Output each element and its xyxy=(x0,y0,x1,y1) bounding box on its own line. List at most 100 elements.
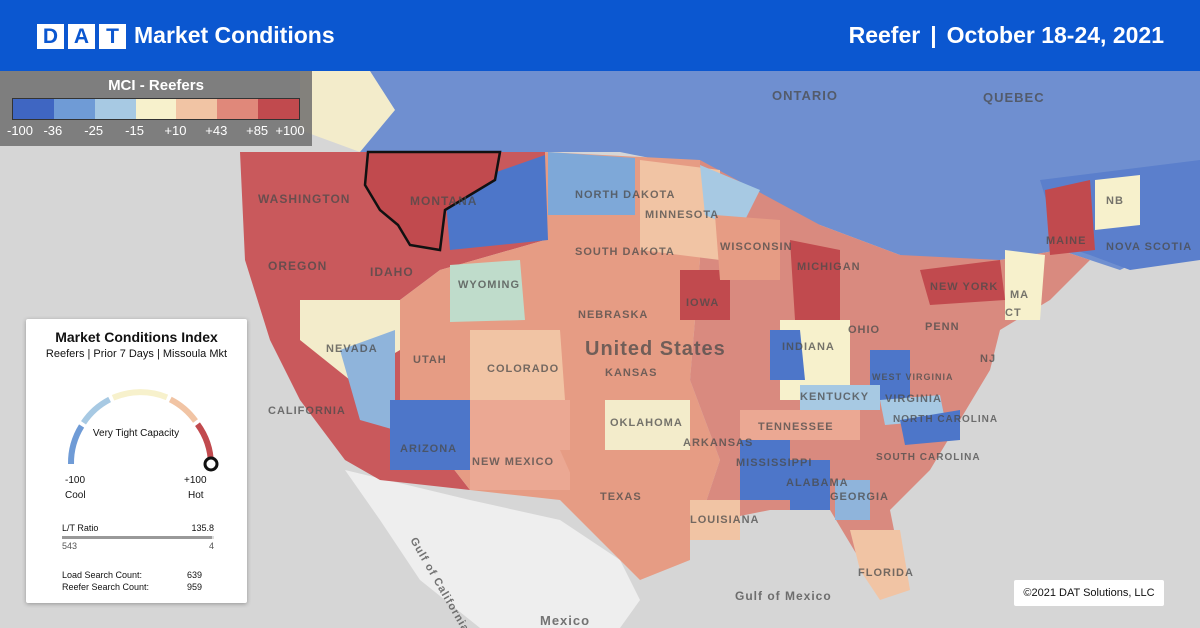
label-utah: UTAH xyxy=(413,354,447,366)
tennessee-market xyxy=(740,410,860,440)
legend-tick: -15 xyxy=(125,123,144,138)
north-carolina-market xyxy=(900,410,960,445)
label-new-york: NEW YORK xyxy=(930,281,998,293)
new-england-market xyxy=(1005,250,1045,320)
wisconsin-market xyxy=(715,215,780,280)
legend-tick: +43 xyxy=(205,123,228,138)
label-mexico: Mexico xyxy=(540,613,590,628)
arizona-market xyxy=(390,400,470,470)
lt-ratio-row: L/T Ratio 135.8 xyxy=(62,523,214,533)
label-iowa: IOWA xyxy=(686,297,719,309)
label-new-mexico: NEW MEXICO xyxy=(472,456,554,468)
label-penn: PENN xyxy=(925,321,960,333)
label-wisconsin: WISCONSIN xyxy=(720,241,793,253)
montana-east-market xyxy=(445,155,548,250)
gauge-min-label: Cool xyxy=(65,490,86,501)
texas-market xyxy=(560,450,690,580)
label-nebraska: NEBRASKA xyxy=(578,309,648,321)
label-mississippi: MISSISSIPPI xyxy=(736,457,812,469)
logo-letter-d: D xyxy=(37,24,64,49)
logo-letter-t: T xyxy=(99,24,126,49)
lt-ratio-bar-fill xyxy=(62,536,213,539)
label-nj: NJ xyxy=(980,353,996,365)
legend-tick: +10 xyxy=(164,123,187,138)
indiana-market xyxy=(770,330,805,380)
load-search-label: Load Search Count: xyxy=(62,570,143,580)
label-kansas: KANSAS xyxy=(605,367,657,379)
gauge-arc-cool xyxy=(67,424,85,465)
label-georgia: GEORGIA xyxy=(830,491,889,503)
missoula-market-highlight[interactable] xyxy=(363,150,502,252)
reefer-search-label: Reefer Search Count: xyxy=(62,582,150,592)
mississippi-market xyxy=(740,440,790,500)
reefer-search-row: Reefer Search Count: 959 xyxy=(62,582,214,592)
date-range: October 18-24, 2021 xyxy=(946,22,1164,48)
nevada-south-market xyxy=(340,330,395,430)
label-west-virginia: WEST VIRGINIA xyxy=(872,372,954,382)
dat-logo: D A T xyxy=(37,24,130,49)
wyoming-market xyxy=(450,260,525,322)
equipment-type: Reefer xyxy=(848,22,921,48)
label-texas: TEXAS xyxy=(600,491,642,503)
maine-market xyxy=(1045,180,1095,255)
label-tennessee: TENNESSEE xyxy=(758,421,834,433)
minnesota-market xyxy=(640,160,720,260)
label-ma: MA xyxy=(1010,289,1029,301)
loads-count: 543 xyxy=(62,541,78,551)
legend-swatch xyxy=(94,99,136,119)
label-south-carolina: SOUTH CAROLINA xyxy=(876,452,981,463)
load-search-row: Load Search Count: 639 xyxy=(62,570,214,580)
label-oregon: OREGON xyxy=(268,259,327,273)
mci-legend: MCI - Reefers -100 -36 -25 -15 +10 +43 +85 +100 xyxy=(0,71,312,146)
mexico-region xyxy=(345,470,640,628)
north-dakota-market xyxy=(548,152,635,215)
reefer-search-value: 959 xyxy=(186,582,202,592)
label-oklahoma: OKLAHOMA xyxy=(610,417,683,429)
alabama-market xyxy=(790,460,830,510)
gauge-status-label: Very Tight Capacity xyxy=(92,428,180,439)
label-north-carolina: NORTH CAROLINA xyxy=(893,414,998,425)
copyright-notice: ©2021 DAT Solutions, LLC xyxy=(1014,580,1164,606)
legend-swatch xyxy=(258,99,300,119)
label-louisiana: LOUISIANA xyxy=(690,514,760,526)
nb-market xyxy=(1095,175,1140,230)
trucks-count: 4 xyxy=(208,541,214,551)
market-map[interactable]: United States WASHINGTON OREGON IDAHO MO… xyxy=(0,71,1200,628)
oklahoma-market xyxy=(605,400,690,450)
georgia-market xyxy=(835,480,870,520)
load-search-value: 639 xyxy=(186,570,202,580)
mci-gauge xyxy=(67,389,219,472)
label-nb: NB xyxy=(1106,195,1124,207)
gauge-arc-neutral xyxy=(111,389,169,401)
legend-tick: +100 xyxy=(275,123,305,138)
gauge-arc-cold xyxy=(81,396,112,425)
florida-market xyxy=(850,530,910,600)
label-country: United States xyxy=(585,338,726,360)
label-nevada: NEVADA xyxy=(326,343,378,355)
legend-title: MCI - Reefers xyxy=(108,77,204,94)
label-virginia: VIRGINIA xyxy=(885,393,942,405)
lt-ratio-label: L/T Ratio xyxy=(62,523,99,533)
card-title: Market Conditions Index xyxy=(55,329,218,345)
label-maine: MAINE xyxy=(1046,235,1086,247)
label-california: CALIFORNIA xyxy=(268,405,346,417)
legend-swatch xyxy=(13,99,54,119)
new-mexico-market xyxy=(470,400,570,490)
lt-ratio-bar xyxy=(62,536,214,539)
label-minnesota: MINNESOTA xyxy=(645,209,719,221)
label-idaho: IDAHO xyxy=(370,265,414,279)
label-north-dakota: NORTH DAKOTA xyxy=(575,189,675,201)
label-gulf-of-mexico: Gulf of Mexico xyxy=(735,589,832,603)
gauge-min-value: -100 xyxy=(65,475,86,486)
canada-region xyxy=(300,71,1200,280)
gauge-arc-warm xyxy=(168,396,198,423)
gauge-marker xyxy=(203,456,219,472)
iowa-market xyxy=(680,270,730,320)
label-michigan: MICHIGAN xyxy=(797,261,861,273)
lt-ratio-value: 135.8 xyxy=(191,523,214,533)
label-ohio: OHIO xyxy=(848,324,880,336)
card-subtitle: Reefers | Prior 7 Days | Missoula Mkt xyxy=(45,348,228,360)
label-nova-scotia: NOVA SCOTIA xyxy=(1106,241,1192,253)
lake-superior-market xyxy=(700,165,760,230)
label-quebec: QUEBEC xyxy=(983,90,1045,105)
